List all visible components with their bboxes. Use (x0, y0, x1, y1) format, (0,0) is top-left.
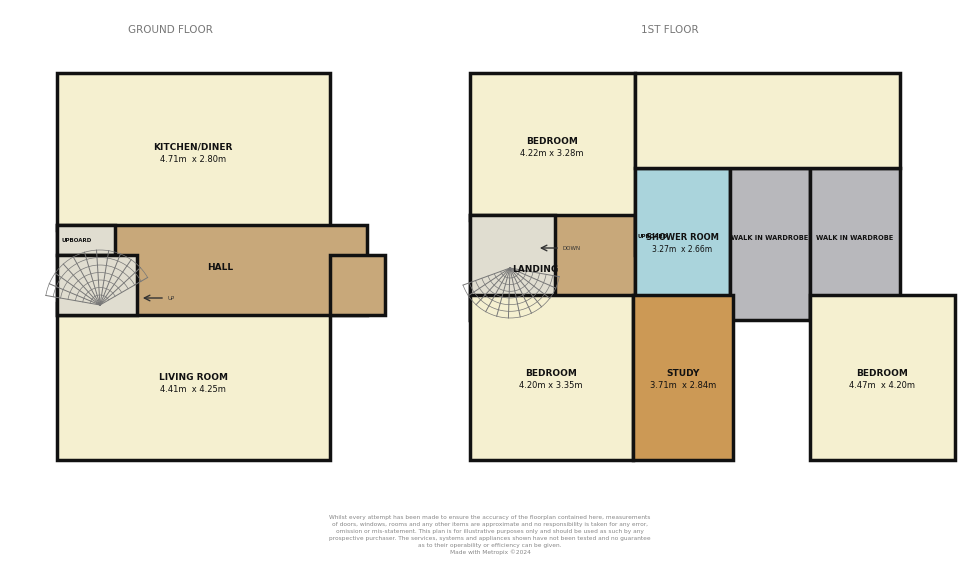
Text: WALK IN WARDROBE: WALK IN WARDROBE (816, 235, 894, 241)
Bar (57, 255, 137, 315)
Text: UPBOARD: UPBOARD (62, 237, 92, 243)
Text: HALL: HALL (207, 263, 233, 271)
Text: UP: UP (167, 296, 174, 301)
Text: 3.71m  x 2.84m: 3.71m x 2.84m (650, 381, 716, 389)
Bar (470, 295, 633, 460)
Bar (470, 73, 635, 220)
Text: WALK IN WARDROBE: WALK IN WARDROBE (731, 235, 808, 241)
Bar (635, 73, 900, 168)
Text: UPBOARD: UPBOARD (638, 235, 668, 240)
Text: BEDROOM: BEDROOM (525, 369, 577, 378)
Text: KITCHEN/DINER: KITCHEN/DINER (153, 143, 232, 151)
Text: 4.47m  x 4.20m: 4.47m x 4.20m (849, 381, 915, 389)
Text: BEDROOM: BEDROOM (857, 369, 907, 378)
Text: 1ST FLOOR: 1ST FLOOR (641, 25, 699, 35)
Bar (810, 168, 900, 320)
Bar (635, 215, 680, 255)
Bar (810, 295, 955, 460)
Text: 4.22m x 3.28m: 4.22m x 3.28m (520, 150, 584, 159)
Bar (330, 255, 385, 315)
Bar (470, 215, 555, 320)
Text: 4.71m  x 2.80m: 4.71m x 2.80m (160, 155, 226, 163)
Bar (635, 168, 730, 320)
Bar (57, 225, 367, 315)
Text: DOWN: DOWN (562, 246, 580, 251)
Text: GROUND FLOOR: GROUND FLOOR (127, 25, 213, 35)
Text: 3.27m  x 2.66m: 3.27m x 2.66m (652, 244, 712, 254)
Bar (57, 303, 330, 460)
Text: LANDING: LANDING (512, 266, 559, 274)
Bar (633, 295, 733, 460)
Bar (57, 225, 115, 255)
Text: Whilst every attempt has been made to ensure the accuracy of the floorplan conta: Whilst every attempt has been made to en… (329, 515, 651, 555)
Bar (470, 215, 635, 320)
Text: STUDY: STUDY (666, 369, 700, 378)
Bar (730, 168, 810, 320)
Text: LIVING ROOM: LIVING ROOM (159, 373, 227, 381)
Text: SHOWER ROOM: SHOWER ROOM (646, 232, 718, 242)
Text: 4.41m  x 4.25m: 4.41m x 4.25m (160, 385, 226, 393)
Text: 4.20m x 3.35m: 4.20m x 3.35m (519, 381, 583, 389)
Bar (57, 73, 330, 230)
Text: BEDROOM: BEDROOM (526, 137, 578, 147)
